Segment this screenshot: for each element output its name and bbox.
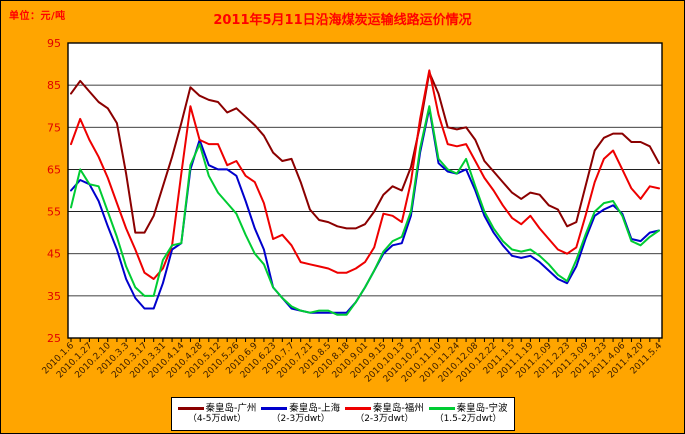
svg-text:95: 95 bbox=[47, 37, 61, 50]
legend-label: 秦皇岛-宁波 bbox=[456, 403, 508, 414]
legend-item-guangzhou: 秦皇岛-广州 （4-5万dwt） bbox=[177, 403, 257, 425]
legend-sublabel: （2-3万dwt） bbox=[355, 414, 414, 424]
legend-item-ningbo: 秦皇岛-宁波 （1.5-2万dwt） bbox=[428, 403, 508, 425]
svg-text:75: 75 bbox=[47, 121, 61, 134]
svg-text:35: 35 bbox=[47, 290, 61, 303]
svg-text:25: 25 bbox=[47, 332, 61, 345]
svg-text:65: 65 bbox=[47, 163, 61, 176]
svg-text:55: 55 bbox=[47, 206, 61, 219]
legend-sublabel: （1.5-2万dwt） bbox=[434, 414, 502, 424]
page-title: 2011年5月11日沿海煤炭运输线路运价情况 bbox=[213, 13, 472, 28]
svg-text:85: 85 bbox=[47, 79, 61, 92]
legend-line-swatch-ningbo bbox=[428, 407, 455, 410]
legend-label: 秦皇岛-广州 bbox=[205, 403, 257, 414]
chart-legend: 秦皇岛-广州 （4-5万dwt） 秦皇岛-上海 （2-3万dwt） 秦皇岛-福州… bbox=[170, 397, 515, 431]
unit-label: 单位：元/吨 bbox=[9, 11, 66, 22]
legend-line-swatch-fuzhou bbox=[344, 407, 371, 410]
legend-item-fuzhou: 秦皇岛-福州 （2-3万dwt） bbox=[344, 403, 424, 425]
legend-line-swatch-shanghai bbox=[261, 407, 288, 410]
legend-label: 秦皇岛-上海 bbox=[289, 403, 341, 414]
svg-text:45: 45 bbox=[47, 248, 61, 261]
legend-sublabel: （4-5万dwt） bbox=[187, 414, 247, 424]
legend-sublabel: （2-3万dwt） bbox=[271, 414, 330, 424]
legend-item-shanghai: 秦皇岛-上海 （2-3万dwt） bbox=[261, 403, 340, 425]
legend-label: 秦皇岛-福州 bbox=[372, 403, 424, 414]
legend-line-swatch-guangzhou bbox=[177, 407, 204, 410]
